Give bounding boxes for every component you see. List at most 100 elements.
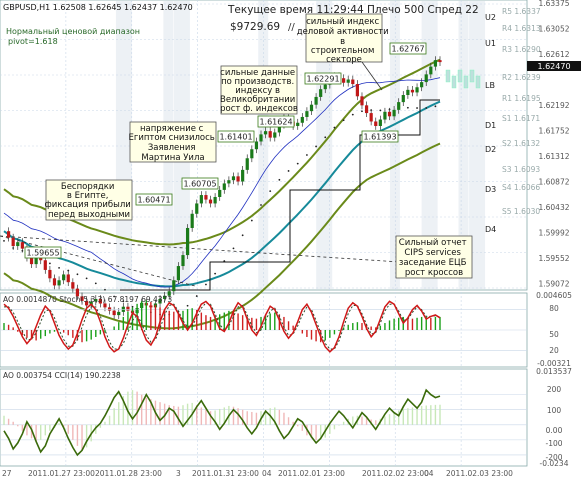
candle-body	[185, 227, 190, 256]
parabolic-dot	[113, 295, 116, 298]
candle-body	[250, 149, 254, 159]
candle-body	[6, 231, 11, 238]
pivot-label-s1: S1 1.6171	[502, 114, 540, 123]
annotation-cips-ecb-box	[395, 235, 473, 279]
candle-body	[397, 102, 401, 110]
time-axis-label: 2011.01.27 23:00	[28, 469, 95, 478]
ao-cci-axis-label: -0.0234	[540, 459, 569, 468]
current-price-tag	[527, 61, 581, 71]
parabolic-dot	[205, 283, 207, 286]
candle-body	[259, 134, 263, 142]
account-balance: $9729.69	[230, 21, 280, 33]
level-label-d2: D2	[485, 145, 496, 154]
candle-body	[387, 111, 392, 117]
pivot-label-r4: R4 1.6313	[502, 24, 541, 33]
pivot-label-r5: R5 1.6337	[502, 7, 541, 16]
price-tag-text: 1.61393	[363, 133, 396, 142]
parabolic-dot	[214, 272, 217, 275]
candle-body	[355, 84, 359, 97]
price-axis-label: 1.62192	[538, 101, 569, 110]
candle-body	[222, 183, 226, 190]
candle-body	[208, 199, 213, 204]
ao-stoch-content: 0.004605 80 50 20 -0.00321	[0, 291, 572, 368]
candle-body	[374, 121, 378, 126]
candle-body	[195, 203, 199, 214]
parabolic-dot	[287, 170, 290, 172]
candle-body	[342, 78, 346, 83]
annotation-construction-pmi-box	[305, 13, 383, 63]
ao-stoch-axis-label: 0.004605	[536, 291, 572, 300]
candle-body	[103, 303, 107, 308]
parabolic-dot	[260, 204, 262, 206]
indicator-name: Нормальный ценовой диапазон	[6, 27, 140, 36]
candle-body	[75, 288, 80, 297]
time-axis-label: 2011.01.31 23:00	[192, 469, 259, 478]
ao-cci-axis-label: 0.013537	[536, 367, 572, 376]
annotation-manufacturing-pmi-text: сильные данные по производств. индексу в…	[220, 68, 298, 114]
candle-body	[11, 237, 15, 247]
price-tag-box	[389, 42, 427, 55]
candle-body	[438, 60, 442, 63]
price-tag-text: 1.59655	[26, 249, 59, 258]
candle-body	[176, 266, 180, 281]
candle-body	[392, 109, 396, 117]
price-tag-text: 1.62767	[391, 45, 424, 54]
price-tag-box	[135, 193, 173, 206]
candle-body	[181, 255, 185, 267]
cci-line	[3, 388, 441, 457]
price-axis-label: 1.59072	[538, 280, 569, 289]
pivot-label-s4: S4 1.6066	[502, 183, 540, 192]
price-tag-text: 1.61401	[219, 133, 252, 142]
candlestick-series	[6, 56, 481, 319]
projected-candle	[469, 69, 475, 83]
price-tag-box	[361, 130, 399, 143]
time-axis-label: 2011.02.01 23:00	[278, 469, 345, 478]
pivot-label-s3: S3 1.6093	[502, 165, 540, 174]
pivot-label-s5: S5 1.6030	[502, 207, 540, 216]
price-tag-box	[217, 130, 255, 143]
parabolic-dot	[416, 107, 418, 109]
candle-body	[241, 169, 245, 182]
ao-cci-label: AO 0.003754 CCI(14) 190.2238	[3, 371, 121, 380]
price-tag-text: 1.62291	[306, 75, 339, 84]
candle-body	[254, 141, 259, 150]
ao-cci-axis-label: -200	[545, 453, 562, 462]
annotation-egypt-eased: напряжение с Египтом снизилось Заявления…	[128, 121, 217, 163]
candle-body	[319, 89, 323, 97]
candle-body	[34, 255, 38, 265]
parabolic-dot	[333, 126, 336, 129]
parabolic-dot	[406, 106, 409, 109]
symbol-quote-line: GBPUSD,H1 1.62508 1.62645 1.62437 1.6247…	[3, 3, 193, 12]
projected-candle	[457, 69, 463, 83]
candle-body	[20, 242, 24, 249]
parabolic-dot	[122, 300, 125, 303]
candle-body	[204, 195, 208, 200]
annotation-cips-ecb: Сильный отчет CIPS services заседание ЕЦ…	[395, 235, 473, 279]
parabolic-dot	[324, 136, 327, 139]
annotation-egypt-riots-text: Беспорядки в Египте, фиксация прибыли пе…	[44, 182, 133, 220]
candle-body	[43, 260, 47, 270]
candle-body	[190, 213, 194, 228]
candle-body	[264, 131, 268, 135]
candle-body	[94, 298, 98, 302]
annotation-construction-pmi-text: сильный индекс деловой активности в стро…	[297, 17, 392, 65]
parabolic-dot	[361, 110, 363, 113]
candle-body	[236, 176, 240, 182]
price-axis-label: 1.63375	[538, 0, 569, 8]
candle-body	[406, 89, 410, 96]
pivot-label-r2: R2 1.6239	[502, 73, 541, 82]
envelope-lower	[3, 142, 441, 330]
parabolic-dot	[278, 178, 281, 181]
parabolic-dot	[232, 247, 235, 250]
level-label-d1: D1	[485, 121, 496, 130]
candle-body	[112, 310, 116, 316]
candle-body	[245, 158, 249, 170]
ao-cci-axis-label: -100	[545, 439, 562, 448]
projected-candle	[475, 75, 481, 89]
price-axis-label: 1.59552	[538, 254, 569, 263]
price-tag-text: 1.60705	[183, 180, 216, 189]
parabolic-dot	[269, 190, 272, 193]
candle-body	[378, 119, 382, 126]
price-tag-box	[24, 246, 62, 259]
candle-body	[296, 122, 300, 126]
